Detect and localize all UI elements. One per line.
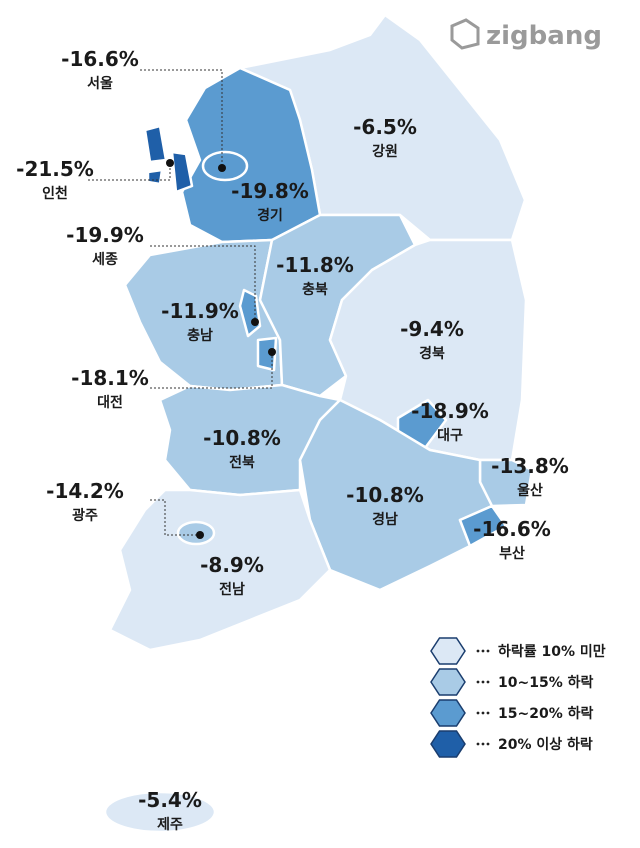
legend-dots — [486, 649, 490, 653]
leader-dot — [251, 318, 259, 326]
region-change: -8.9% — [200, 553, 264, 577]
legend-dots — [476, 742, 480, 746]
region-change: -11.8% — [276, 253, 354, 277]
leader-line — [88, 163, 171, 181]
leader-lines — [88, 69, 276, 539]
legend-dots — [481, 649, 485, 653]
region-change: -5.4% — [138, 788, 202, 812]
legend-swatch — [430, 730, 466, 758]
region-name: 경남 — [372, 511, 398, 528]
region-name: 경기 — [257, 207, 283, 224]
legend-label: 10~15% 하락 — [498, 674, 593, 691]
legend-dots — [486, 742, 490, 746]
leader-dot — [268, 348, 276, 356]
region-name: 충북 — [302, 282, 328, 298]
region-name: 대전 — [97, 394, 123, 411]
legend-dots — [476, 711, 480, 715]
legend-dots — [481, 680, 485, 684]
legend-dots — [481, 742, 485, 746]
leader-dot — [218, 164, 226, 172]
legend-dots — [476, 649, 480, 653]
region-change: -9.4% — [400, 317, 464, 341]
legend-swatch — [430, 668, 466, 696]
region-gwangju — [176, 520, 216, 546]
legend: 하락률 10% 미만 10~15% 하락 15~20% 하락 20% 이상 하락 — [430, 637, 606, 758]
region-change: -18.9% — [411, 399, 489, 423]
legend-swatch — [430, 637, 466, 665]
region-change: -6.5% — [353, 115, 417, 139]
region-name: 서울 — [87, 75, 113, 92]
region-change: -19.9% — [66, 223, 144, 247]
region-busan — [458, 504, 508, 548]
labels: -16.6% 서울 -21.5% 인천 -19.8% 경기 -6.5% 강원 -… — [16, 47, 569, 833]
region-name: 부산 — [499, 545, 525, 562]
legend-label: 하락률 10% 미만 — [498, 643, 606, 660]
legend-label: 20% 이상 하락 — [498, 736, 593, 753]
region-name: 광주 — [72, 507, 98, 524]
region-name: 제주 — [157, 817, 183, 833]
region-name: 인천 — [42, 185, 68, 202]
leader-line — [150, 499, 200, 536]
leader-dot — [166, 159, 174, 167]
region-incheon — [143, 124, 194, 194]
region-change: -21.5% — [16, 157, 94, 181]
region-name: 충남 — [187, 327, 213, 344]
leader-dot — [196, 531, 204, 539]
region-change: -10.8% — [346, 483, 424, 507]
region-change: -13.8% — [491, 454, 569, 478]
region-name: 강원 — [372, 143, 398, 160]
legend-dots — [476, 680, 480, 684]
regions — [103, 13, 534, 834]
region-change: -14.2% — [46, 479, 124, 503]
region-change: -18.1% — [71, 366, 149, 390]
region-change: -16.6% — [61, 47, 139, 71]
legend-label: 15~20% 하락 — [498, 705, 593, 722]
legend-dots — [481, 711, 485, 715]
leader-line — [150, 352, 273, 389]
region-name: 울산 — [517, 482, 543, 499]
region-jeju — [103, 790, 217, 834]
logo-text: zigbang — [486, 21, 602, 51]
region-change: -19.8% — [231, 179, 309, 203]
logo: zigbang — [450, 18, 602, 51]
region-change: -10.8% — [203, 426, 281, 450]
leader-line — [140, 69, 223, 168]
region-name: 경북 — [419, 345, 445, 362]
region-change: -11.9% — [161, 299, 239, 323]
leader-line — [150, 245, 256, 322]
legend-dots — [486, 680, 490, 684]
region-name: 세종 — [92, 252, 118, 268]
legend-dots — [486, 711, 490, 715]
region-name: 대구 — [437, 428, 463, 444]
legend-swatch — [430, 699, 466, 727]
logo-icon — [450, 18, 480, 50]
region-name: 전북 — [229, 454, 255, 471]
region-change: -16.6% — [473, 517, 551, 541]
region-name: 전남 — [219, 581, 245, 598]
